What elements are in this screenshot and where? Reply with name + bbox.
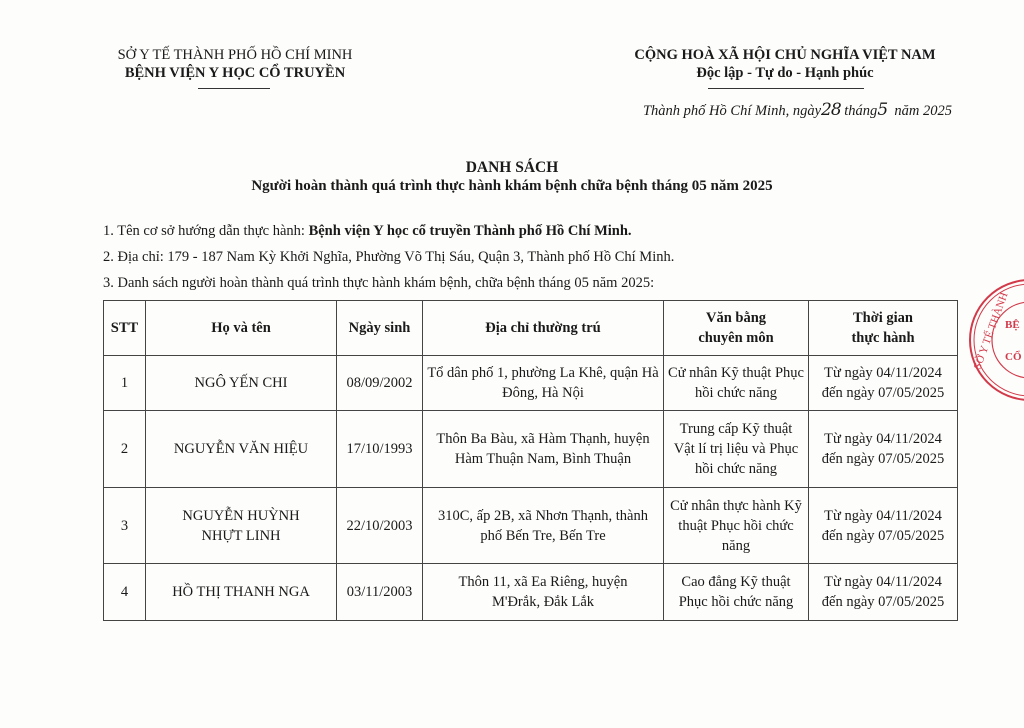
left-header-rule (198, 88, 270, 89)
header-period-line1: Thời gian (852, 310, 913, 326)
document-date: Thành phố Hồ Chí Minh, ngày28 tháng5 năm… (643, 100, 952, 120)
header-degree: Văn bằng chuyên môn (663, 300, 809, 356)
item-address: 2. Địa chỉ: 179 - 187 Nam Kỳ Khởi Nghĩa,… (103, 249, 675, 265)
cell-address: Thôn Ba Bàu, xã Hàm Thạnh, huyện Hàm Thu… (422, 410, 664, 488)
cell-address: Tổ dân phố 1, phường La Khê, quận Hà Đôn… (422, 355, 664, 411)
cell-stt: 2 (103, 410, 146, 488)
period-from: Từ ngày 04/11/2024 (824, 507, 942, 524)
document-subtitle: Người hoàn thành quá trình thực hành khá… (251, 178, 773, 194)
date-year: năm 2025 (894, 103, 952, 119)
cell-name: NGÔ YẾN CHI (145, 355, 337, 411)
cell-name: NGUYỄN VĂN HIỆU (145, 410, 337, 488)
header-stt: STT (103, 300, 146, 356)
header-period-line2: thực hành (851, 330, 915, 346)
cell-address: 310C, ấp 2B, xã Nhơn Thạnh, thành phố Bế… (422, 487, 664, 564)
right-header-rule (708, 88, 864, 89)
cell-stt: 3 (103, 487, 146, 564)
cell-degree: Cao đẳng Kỹ thuật Phục hồi chức năng (663, 563, 809, 621)
document-title: DANH SÁCH (465, 159, 559, 176)
period-from: Từ ngày 04/11/2024 (824, 365, 942, 381)
header-name: Họ và tên (145, 300, 337, 356)
table-header-row: STT Họ và tên Ngày sinh Địa chỉ thường t… (103, 300, 958, 356)
period-to: đến ngày 07/05/2025 (821, 451, 945, 467)
cell-stt: 4 (103, 563, 146, 621)
cell-dob: 22/10/2003 (336, 487, 423, 564)
facility-label: 1. Tên cơ sở hướng dẫn thực hành: (103, 223, 309, 239)
cell-name: HỒ THỊ THANH NGA (145, 563, 337, 621)
facility-value: Bệnh viện Y học cổ truyền Thành phố Hồ C… (308, 223, 632, 239)
motto: Độc lập - Tự do - Hạnh phúc (696, 65, 874, 81)
svg-text:BỆ: BỆ (1005, 318, 1020, 331)
cell-dob: 08/09/2002 (336, 355, 423, 411)
header-dob: Ngày sinh (336, 300, 423, 356)
date-prefix: Thành phố Hồ Chí Minh, ngày (642, 103, 822, 119)
cell-period: Từ ngày 04/11/2024 đến ngày 07/05/2025 (808, 410, 958, 488)
country-name: CỘNG HOÀ XÃ HỘI CHỦ NGHĨA VIỆT NAM (634, 47, 936, 63)
handwritten-month: 5 (877, 100, 888, 120)
svg-text:CỔ: CỔ (1005, 350, 1022, 363)
handwritten-day: 28 (821, 100, 842, 120)
period-to: đến ngày 07/05/2025 (821, 385, 945, 401)
cell-name: NGUYỄN HUỲNH NHỰT LINH (145, 487, 337, 564)
practitioner-table: STT Họ và tên Ngày sinh Địa chỉ thường t… (103, 300, 958, 621)
header-address: Địa chỉ thường trú (422, 300, 664, 356)
period-from: Từ ngày 04/11/2024 (824, 574, 942, 590)
header-degree-line1: Văn bằng (705, 310, 767, 326)
cell-stt: 1 (103, 355, 146, 411)
header-degree-line2: chuyên môn (698, 330, 774, 346)
period-to: đến ngày 07/05/2025 (821, 527, 945, 544)
cell-period: Từ ngày 04/11/2024 đến ngày 07/05/2025 (808, 487, 958, 564)
cell-dob: 17/10/1993 (336, 410, 423, 488)
month-label: tháng (844, 103, 878, 119)
cell-dob: 03/11/2003 (336, 563, 423, 621)
cell-degree: Trung cấp Kỹ thuật Vật lí trị liệu và Ph… (663, 410, 809, 488)
cell-period: Từ ngày 04/11/2024 đến ngày 07/05/2025 (808, 563, 958, 621)
hospital-name: BỆNH VIỆN Y HỌC CỔ TRUYỀN (124, 65, 346, 81)
department-name: SỞ Y TẾ THÀNH PHỐ HỒ CHÍ MINH (117, 47, 353, 63)
item-facility: 1. Tên cơ sở hướng dẫn thực hành: Bệnh v… (103, 223, 632, 240)
cell-address: Thôn 11, xã Ea Riêng, huyện M'Đrắk, Đắk … (422, 563, 664, 621)
table-row: 3 NGUYỄN HUỲNH NHỰT LINH 22/10/2003 310C… (103, 487, 958, 564)
cell-degree: Cử nhân thực hành Kỹ thuật Phục hồi chức… (663, 487, 809, 564)
header-period: Thời gian thực hành (808, 300, 958, 356)
cell-degree: Cử nhân Kỹ thuật Phục hồi chức năng (663, 355, 809, 411)
issuing-agency-header: SỞ Y TẾ THÀNH PHỐ HỒ CHÍ MINH BỆNH VIỆN … (95, 46, 375, 82)
table-row: 4 HỒ THỊ THANH NGA 03/11/2003 Thôn 11, x… (103, 563, 958, 621)
table-row: 1 NGÔ YẾN CHI 08/09/2002 Tổ dân phố 1, p… (103, 355, 958, 411)
period-to: đến ngày 07/05/2025 (821, 594, 945, 610)
table-row: 2 NGUYỄN VĂN HIỆU 17/10/1993 Thôn Ba Bàu… (103, 410, 958, 488)
official-stamp: SỞ Y TẾ THÀNH BỆ CỔ (969, 279, 1024, 401)
national-motto-header: CỘNG HOÀ XÃ HỘI CHỦ NGHĨA VIỆT NAM Độc l… (590, 46, 980, 82)
cell-period: Từ ngày 04/11/2024 đến ngày 07/05/2025 (808, 355, 958, 411)
period-from: Từ ngày 04/11/2024 (824, 431, 942, 447)
item-list-intro: 3. Danh sách người hoàn thành quá trình … (103, 275, 655, 291)
